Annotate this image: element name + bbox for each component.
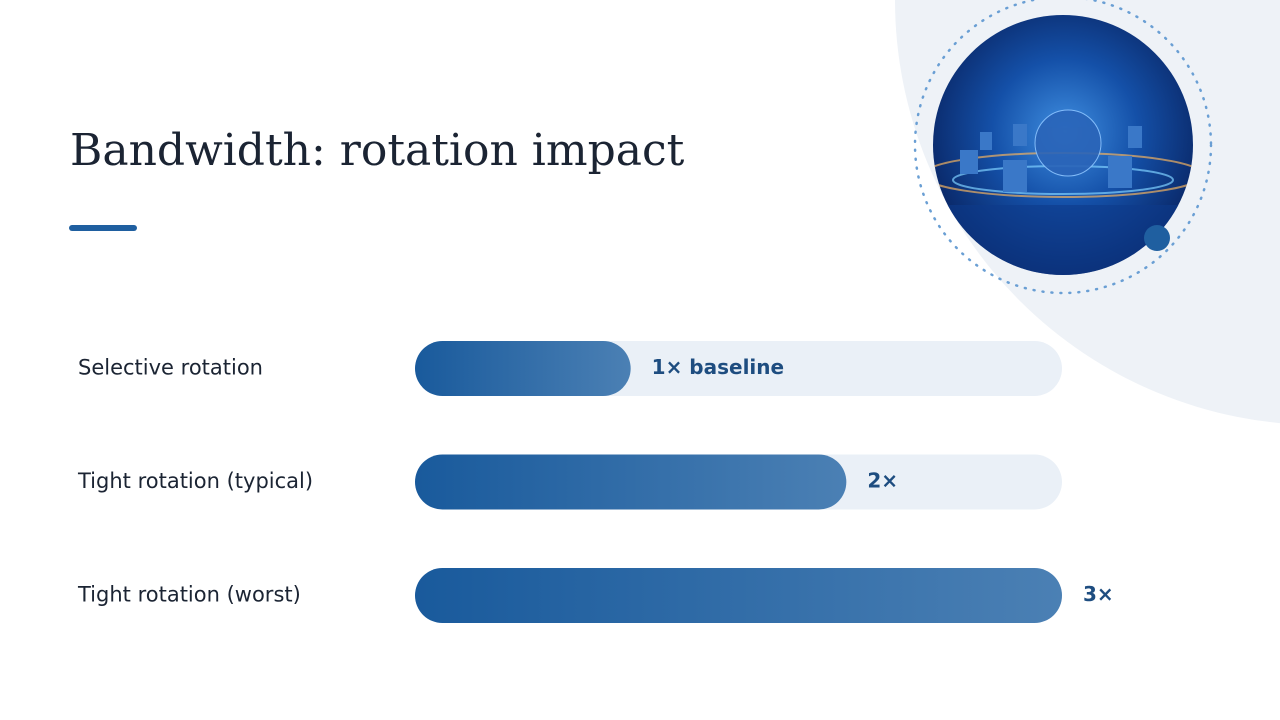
bar: [415, 568, 1062, 623]
bar-chart: Selective rotation 1× baseline Tight rotat…: [77, 341, 1114, 623]
title-underline: [69, 225, 137, 231]
value-label: 1× baseline: [652, 355, 784, 379]
bar: [415, 341, 631, 396]
category-label: Selective rotation: [78, 356, 263, 380]
category-label: Tight rotation (worst): [77, 583, 301, 607]
slide-title: Bandwidth: rotation impact: [70, 125, 685, 176]
bar: [415, 454, 847, 510]
value-label: 3×: [1083, 582, 1114, 606]
category-label: Tight rotation (typical): [77, 469, 313, 493]
decor-dot: [1144, 225, 1170, 251]
dotted-ring: [913, 0, 1213, 295]
value-label: 2×: [867, 469, 898, 493]
